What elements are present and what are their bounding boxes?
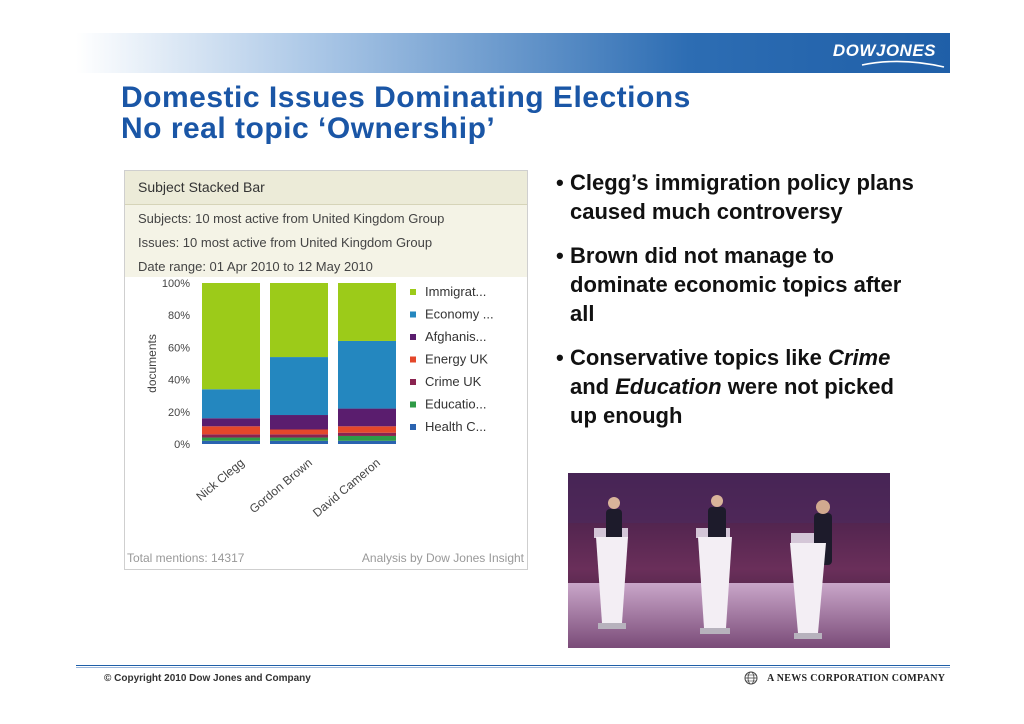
chart-panel-title: Subject Stacked Bar [138,179,265,195]
bullet-text: Conservative topics like [570,345,828,370]
legend-swatch [410,356,416,363]
chart-analysis-credit: Analysis by Dow Jones Insight [362,551,525,565]
bar-segment [338,283,396,341]
legend-swatch [410,334,416,340]
bar-segment [270,440,328,444]
y-tick-label: 60% [168,342,190,354]
bar-segment [270,429,328,435]
bar-segment [338,435,396,441]
chart-info-date-range: Date range: 01 Apr 2010 to 12 May 2010 [138,259,373,274]
x-tick-label: Nick Clegg [193,456,246,504]
footer-divider-secondary [76,667,950,668]
copyright-notice: © Copyright 2010 Dow Jones and Company [104,673,311,684]
x-tick-label: David Cameron [310,456,383,520]
bar-segment [202,426,260,435]
legend-swatch [410,424,416,430]
title-line-2: No real topic ‘Ownership’ [121,112,496,145]
bar-segment [202,418,260,427]
legend-swatch [410,289,416,295]
bullet-text: Clegg’s immigration policy plans caused … [570,170,914,224]
footer-divider [76,665,950,666]
bullet-item: Conservative topics like Crime and Educa… [556,343,926,430]
logo-swoosh-icon [861,60,945,68]
bullet-emphasis: Education [615,374,722,399]
bullet-text: and [570,374,616,399]
bar-segment [202,283,260,390]
chart-info-issues: Issues: 10 most active from United Kingd… [138,235,433,250]
y-tick-label: 20% [168,407,190,419]
y-tick-label: 80% [168,310,190,322]
chart-panel-header: Subject Stacked Bar [125,171,527,205]
bar-segment [338,432,396,436]
x-tick-label: Gordon Brown [247,456,315,516]
bar-segment [270,434,328,438]
bar-segment [338,340,396,409]
legend-label: Immigrat... [425,284,486,299]
legend-swatch [410,379,416,385]
stacked-bar-chart: 0% 20% 40% 60% 80% 100% documents Nick Clegg Gor… [127,278,525,565]
debate-stage-image [568,473,890,648]
bar-segment [338,426,396,433]
bullet-emphasis: Crime [828,345,891,370]
bar-segment [338,440,396,444]
bullet-item: Brown did not manage to dominate economi… [556,241,926,328]
chart-info: Subjects: 10 most active from United Kin… [125,205,527,277]
y-axis-label: documents [145,334,159,393]
debate-photo [568,473,890,648]
y-tick-label: 0% [174,439,190,451]
bar-segment [270,283,328,358]
legend-label: Health C... [425,419,486,434]
legend-swatch [410,311,416,318]
chart-panel: Subject Stacked Bar Subjects: 10 most ac… [124,170,528,570]
slide-title: Domestic Issues Dominating Elections No … [121,82,691,144]
bar-segment [270,357,328,416]
header-bar: DOWJONES [76,33,950,73]
bar-segment [202,440,260,444]
y-tick-label: 100% [162,278,190,290]
bar-segment [202,437,260,441]
y-tick-label: 40% [168,375,190,387]
legend-label: Afghanis... [425,329,486,344]
legend-label: Energy UK [425,352,488,367]
legend-label: Economy ... [425,307,494,322]
dow-jones-logo: DOWJONES [832,41,936,60]
chart-info-subjects: Subjects: 10 most active from United Kin… [138,211,445,226]
title-line-1: Domestic Issues Dominating Elections [121,81,691,114]
bullet-item: Clegg’s immigration policy plans caused … [556,168,926,226]
bar-segment [270,415,328,430]
legend-swatch [410,401,416,408]
bullet-text: were not picked up enough [570,374,894,428]
bar-segment [202,434,260,438]
legend-label: Educatio... [425,397,486,412]
bullet-text: Brown did not manage to dominate economi… [570,243,902,326]
news-corporation-company: A NEWS CORPORATION COMPANY [767,673,946,684]
chart-total-mentions: Total mentions: 14317 [127,551,245,565]
bullet-list: Clegg’s immigration policy plans caused … [556,168,926,445]
legend-label: Crime UK [425,374,482,389]
bar-segment [338,408,396,427]
bar-segment [270,437,328,441]
bar-segment [202,389,260,419]
news-corp-globe-icon [744,671,758,685]
